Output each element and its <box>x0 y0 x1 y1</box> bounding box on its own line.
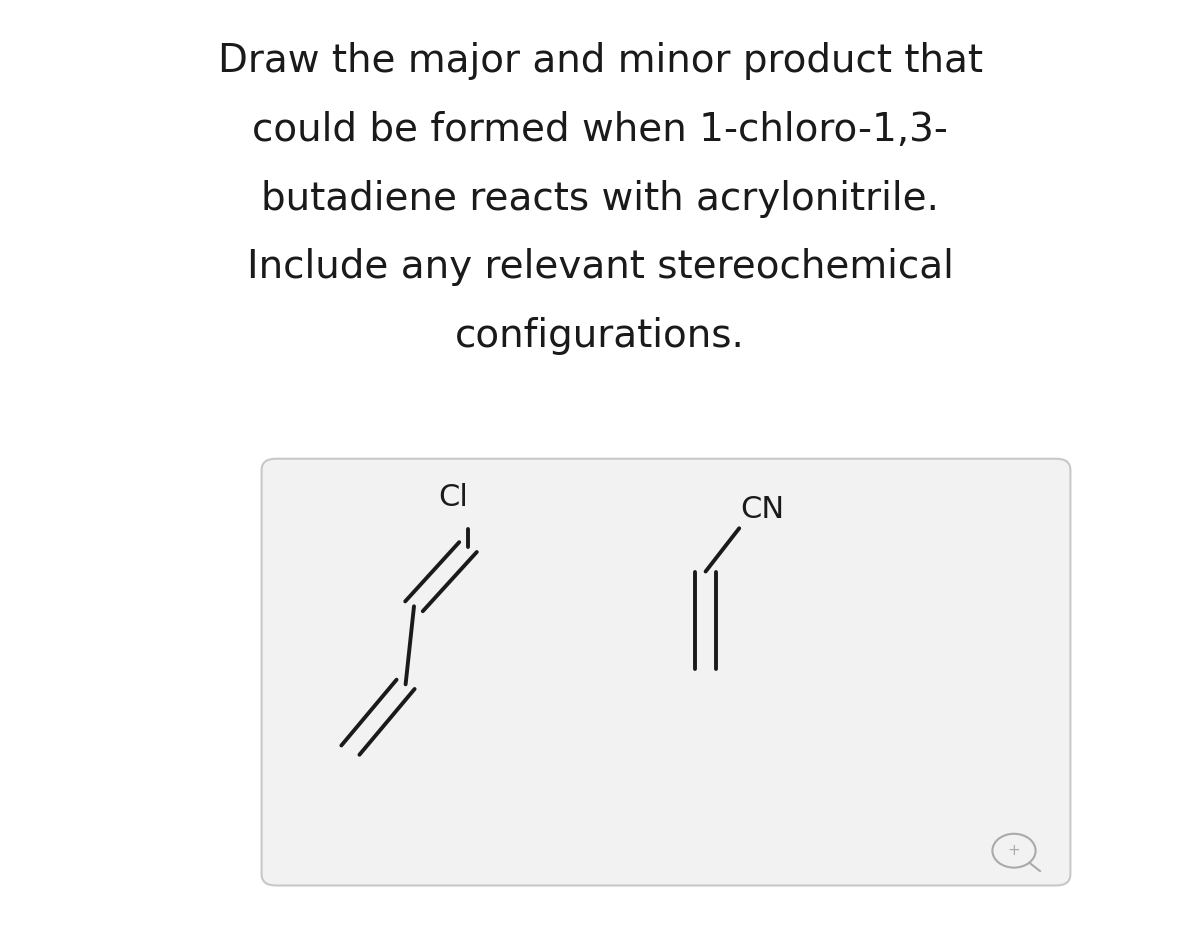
Text: +: + <box>1008 843 1020 858</box>
FancyBboxPatch shape <box>262 459 1070 885</box>
Text: CN: CN <box>740 494 785 524</box>
Text: Draw the major and minor product that: Draw the major and minor product that <box>217 42 983 80</box>
Text: butadiene reacts with acrylonitrile.: butadiene reacts with acrylonitrile. <box>262 180 940 217</box>
Text: could be formed when 1-chloro-1,3-: could be formed when 1-chloro-1,3- <box>252 111 948 149</box>
Text: Include any relevant stereochemical: Include any relevant stereochemical <box>246 248 954 286</box>
Text: configurations.: configurations. <box>455 317 745 354</box>
Text: Cl: Cl <box>438 483 468 512</box>
